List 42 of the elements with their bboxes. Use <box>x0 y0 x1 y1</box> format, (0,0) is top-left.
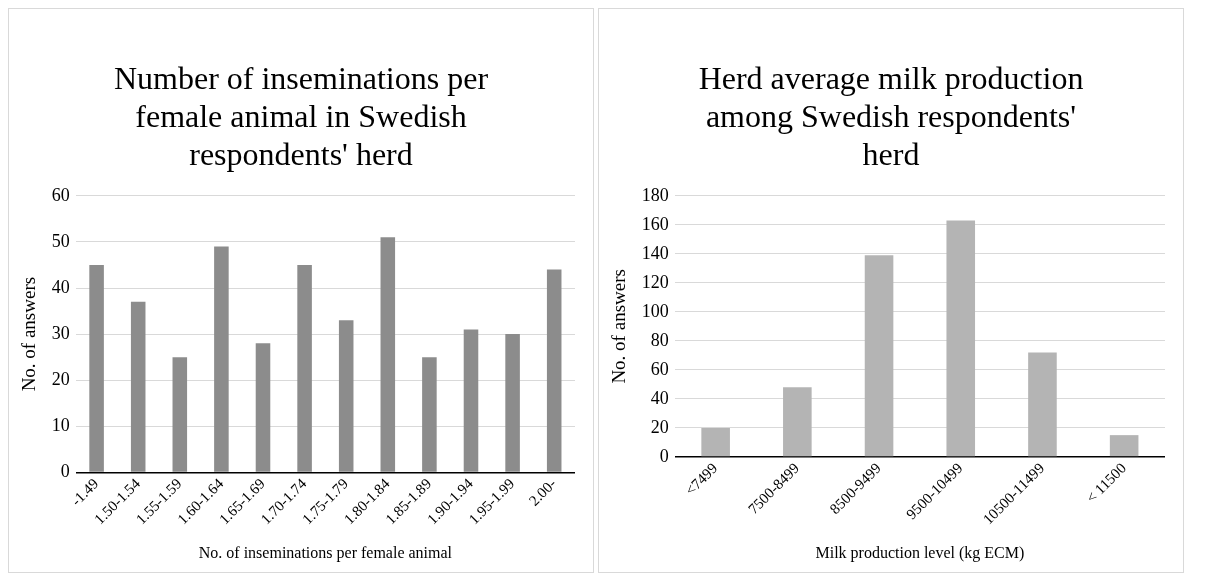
bar <box>130 301 146 472</box>
y-tick-label: 0 <box>60 461 70 482</box>
y-tick-label: 40 <box>650 387 669 408</box>
bar <box>546 269 562 472</box>
bar <box>338 320 354 472</box>
bar <box>380 237 396 472</box>
bar <box>214 246 229 472</box>
y-tick-label: 10 <box>51 415 70 436</box>
y-tick-label: 180 <box>641 184 669 205</box>
bar <box>89 264 104 472</box>
bar <box>297 264 312 472</box>
y-tick-label: 20 <box>650 416 669 437</box>
chart-title: Herd average milk production among Swedish respondents' herd <box>697 59 1085 174</box>
bar <box>1109 435 1139 457</box>
bar <box>505 334 520 472</box>
y-axis-title: No. of answers <box>18 276 40 392</box>
x-tick-label: 2.00- <box>525 475 560 509</box>
bar <box>864 255 894 457</box>
bar <box>701 427 730 457</box>
bar <box>1028 352 1057 457</box>
y-tick-label: 60 <box>51 184 70 205</box>
y-tick-label: 140 <box>641 242 669 263</box>
bar <box>255 343 271 472</box>
y-tick-label: 30 <box>51 322 70 343</box>
y-tick-label: 50 <box>51 230 70 251</box>
bar <box>422 357 437 472</box>
y-tick-label: 80 <box>650 329 669 350</box>
y-tick-label: 120 <box>641 271 669 292</box>
y-tick-label: 0 <box>659 445 669 466</box>
y-tick-label: 40 <box>51 276 70 297</box>
y-tick-label: 100 <box>641 300 669 321</box>
x-axis-title: No. of inseminations per female animal <box>198 543 453 562</box>
y-axis-title: No. of answers <box>608 269 630 384</box>
y-tick-label: 20 <box>51 368 70 389</box>
x-axis-title: Milk production level (kg ECM) <box>815 543 1025 562</box>
chart-title: Number of inseminations per female animal in Swedish respondents' herd <box>112 59 490 174</box>
bar <box>946 220 976 457</box>
y-tick-label: 160 <box>641 213 669 234</box>
bar <box>783 387 812 457</box>
bar <box>463 329 479 472</box>
y-tick-label: 60 <box>650 358 669 379</box>
bar <box>172 357 188 472</box>
